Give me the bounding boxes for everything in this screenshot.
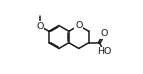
Text: HO: HO (97, 47, 112, 56)
Text: O: O (75, 21, 83, 30)
Text: O: O (36, 22, 44, 31)
Text: O: O (101, 29, 108, 38)
